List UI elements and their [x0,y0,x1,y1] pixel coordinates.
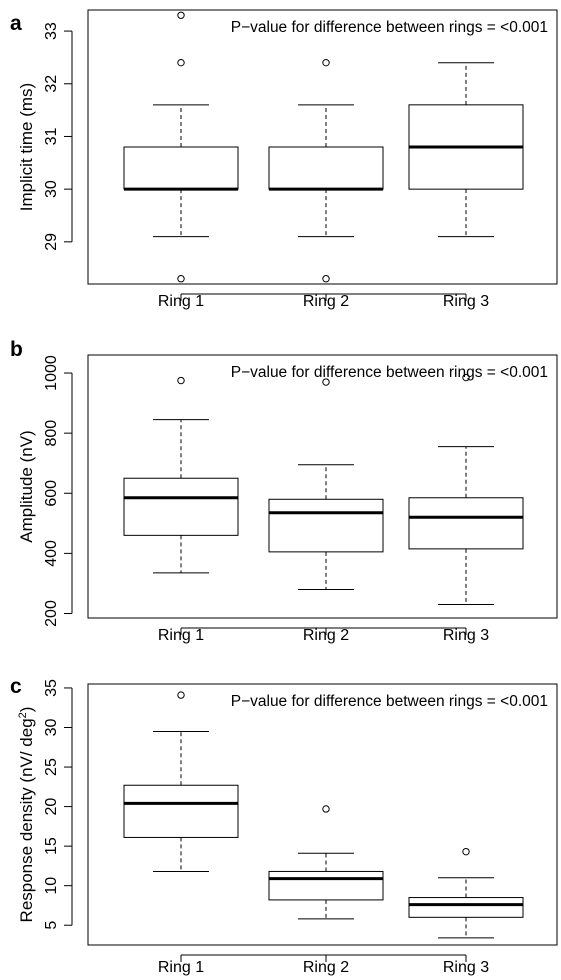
outlier-point [177,58,185,67]
x-category-label: Ring 2 [303,959,349,976]
panel-a: a P−value for difference between rings = … [10,9,558,310]
iqr-box [123,784,239,838]
outlier-point [177,376,185,385]
iqr-box [123,477,239,536]
iqr-box [408,897,524,918]
iqr-box [408,497,524,550]
x-category-label: Ring 3 [443,627,489,644]
y-axis-label: Implicit time (ms) [17,83,36,211]
y-tick-label: 15 [43,837,60,855]
box-ring-2 [268,378,384,590]
y-tick-label: 30 [43,180,60,198]
panel-letter: b [10,338,23,361]
y-tick-label: 20 [43,798,60,816]
outlier-point [322,275,330,283]
box-ring-3 [408,847,524,939]
y-tick-label: 400 [43,540,60,567]
p-value-annotation: P−value for difference between rings = <… [231,364,548,381]
y-tick-label: 1000 [43,355,60,391]
y-tick-label: 600 [43,480,60,507]
y-tick-label: 33 [43,22,60,40]
box-ring-1 [123,691,239,872]
panel-b: b P−value for difference between rings = … [10,338,558,644]
x-category-label: Ring 1 [158,627,204,644]
y-axis-label: Amplitude (nV) [17,430,36,542]
y-axis-label: Response density (nV/ deg2) [17,707,36,923]
panel-letter: c [10,675,22,698]
x-category-label: Ring 3 [443,293,489,310]
iqr-box [268,870,384,901]
iqr-box [268,146,384,190]
outlier-point [322,58,330,67]
x-category-label: Ring 2 [303,293,349,310]
x-category-label: Ring 3 [443,959,489,976]
outlier-point [322,805,330,813]
outlier-point [177,275,185,283]
y-tick-label: 800 [43,420,60,447]
iqr-box [123,146,239,190]
box-ring-3 [408,62,524,238]
y-tick-label: 31 [43,127,60,145]
box-ring-1 [123,11,239,283]
y-tick-label: 5 [43,921,60,930]
p-value-annotation: P−value for difference between rings = <… [231,693,548,710]
box-ring-2 [268,58,384,283]
plot-frame [87,354,558,619]
y-tick-label: 29 [43,233,60,251]
box-ring-1 [123,376,239,574]
plot-frame [87,683,558,946]
iqr-box [268,498,384,553]
outlier-point [322,378,330,386]
box-ring-2 [268,805,384,920]
outlier-point [177,11,185,19]
panel-letter: a [10,12,22,35]
y-tick-label: 32 [43,75,60,93]
y-tick-label: 35 [43,679,60,697]
p-value-annotation: P−value for difference between rings = <… [231,19,548,36]
outlier-point [462,847,470,856]
y-tick-label: 200 [43,600,60,627]
x-category-label: Ring 1 [158,293,204,310]
y-tick-label: 25 [43,758,60,776]
outlier-point [177,691,185,699]
plot-frame [87,9,558,285]
y-tick-label: 30 [43,719,60,737]
x-category-label: Ring 2 [303,627,349,644]
panel-c: c P−value for difference between rings = … [10,675,558,976]
outlier-point [462,373,470,382]
y-tick-label: 10 [43,877,60,895]
box-ring-3 [408,373,524,605]
x-category-label: Ring 1 [158,959,204,976]
